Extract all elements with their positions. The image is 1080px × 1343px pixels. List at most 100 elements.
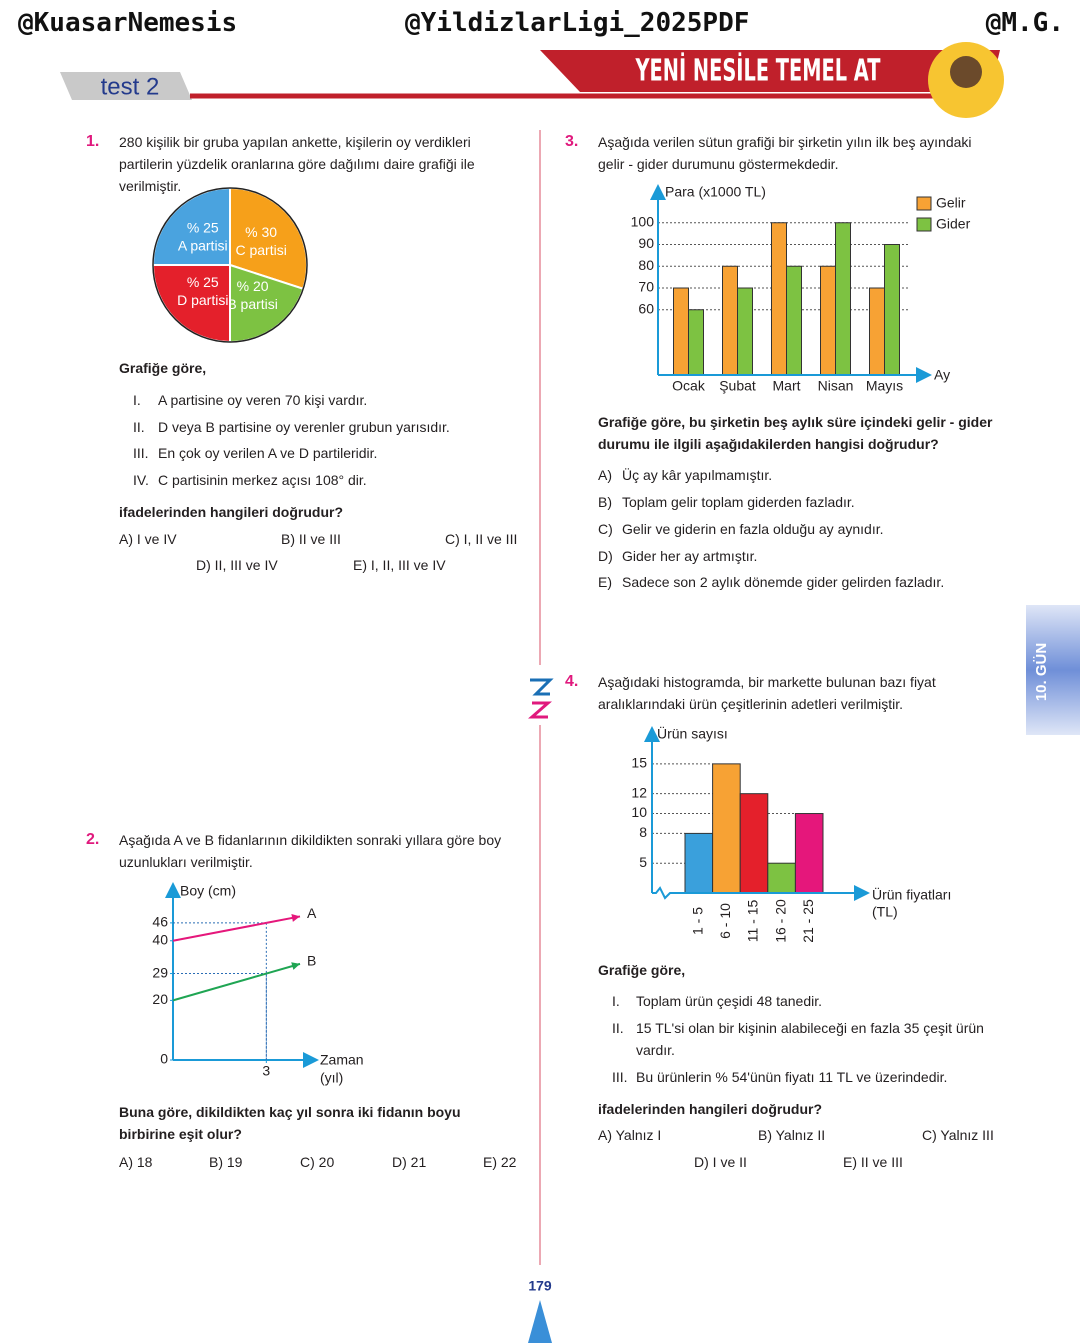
option-text: Üç ay kâr yapılmamıştır. xyxy=(622,467,773,483)
y-tick-label: 40 xyxy=(152,931,168,947)
y-tick-label: 10 xyxy=(631,804,647,820)
statement-text: Bu ürünlerin % 54'ünün fiyatı 11 TL ve ü… xyxy=(636,1069,948,1085)
bar xyxy=(722,265,738,376)
legend-swatch xyxy=(916,196,932,211)
histogram-bar xyxy=(794,813,824,894)
statement-number: IV. xyxy=(133,472,149,488)
option-text: Gelir ve giderin en fazla olduğu ay aynı… xyxy=(622,521,884,537)
y-axis-label: Boy (cm) xyxy=(180,883,236,899)
x-tick-label: 11 - 15 xyxy=(745,900,761,943)
series-label: A xyxy=(307,905,317,921)
y-tick-label: 60 xyxy=(638,300,654,316)
question-number: 2. xyxy=(86,831,100,848)
statement-number: III. xyxy=(133,445,149,461)
option: A) 18 xyxy=(119,1154,153,1170)
y-axis-label: Ürün sayısı xyxy=(657,725,728,742)
option: B) II ve III xyxy=(281,531,341,547)
day-tab xyxy=(1026,605,1080,735)
series-line xyxy=(172,921,267,942)
prompt: ifadelerinden hangileri doğrudur? xyxy=(119,504,344,520)
x-axis-label: Ürün fiyatları xyxy=(872,886,951,903)
y-tick-label: 12 xyxy=(631,784,647,800)
option-text: Toplam gelir toplam giderden fazladır. xyxy=(622,494,855,510)
series-line xyxy=(172,972,267,1002)
x-axis xyxy=(652,885,870,901)
option-letter: E) xyxy=(598,574,612,590)
lead: Grafiğe göre, xyxy=(598,962,686,978)
y-tick-label: 90 xyxy=(638,235,654,251)
question-text: Aşağıdaki histogramda, bir markette bulu… xyxy=(598,674,936,712)
bar xyxy=(688,309,704,376)
option-text: Gider her ay artmıştır. xyxy=(622,548,758,564)
y-tick-label: 70 xyxy=(638,279,654,295)
question-number: 4. xyxy=(565,673,579,690)
option: C) 20 xyxy=(300,1154,335,1170)
slice-label: D partisi xyxy=(177,292,228,308)
watermark: @KuasarNemesis xyxy=(18,8,238,38)
bar xyxy=(820,265,836,376)
slice-value-label: % 20 xyxy=(237,278,269,294)
slice-value-label: % 30 xyxy=(245,224,277,240)
option: E) I, II, III ve IV xyxy=(353,557,446,573)
question-text: 280 kişilik bir gruba yapılan ankette, k… xyxy=(119,134,475,194)
slice-value-label: % 25 xyxy=(187,219,219,235)
statement-text: C partisinin merkez açısı 108° dir. xyxy=(158,472,367,488)
option: C) Yalnız III xyxy=(922,1127,994,1143)
x-tick-label: Ocak xyxy=(672,378,706,394)
statement-text: Toplam ürün çeşidi 48 tanedir. xyxy=(636,993,822,1009)
statement-text: D veya B partisine oy verenler grubun ya… xyxy=(158,419,450,435)
watermark: @YildizlarLigi_2025PDF xyxy=(405,8,750,38)
statement-number: I. xyxy=(133,392,141,408)
question-number: 3. xyxy=(565,133,579,150)
y-tick-label: 15 xyxy=(631,755,647,771)
option: E) II ve III xyxy=(843,1154,903,1170)
pie-outline xyxy=(152,187,308,343)
option: C) I, II ve III xyxy=(445,531,518,547)
x-tick-label: Nisan xyxy=(818,378,854,394)
y-tick-label: 20 xyxy=(152,991,168,1007)
bar xyxy=(835,222,851,376)
logo xyxy=(530,678,554,696)
option-letter: A) xyxy=(598,467,612,483)
x-tick-label: Şubat xyxy=(719,378,756,394)
histogram-bar xyxy=(684,832,714,894)
option-letter: C) xyxy=(598,521,613,537)
legend-label: Gider xyxy=(936,216,971,232)
option: B) 19 xyxy=(209,1154,243,1170)
histogram-bar xyxy=(739,793,769,894)
test-tab xyxy=(60,72,192,100)
x-tick-label: 21 - 25 xyxy=(800,899,816,943)
legend-label: Gelir xyxy=(936,195,966,211)
series-arrowhead xyxy=(291,962,301,970)
y-tick-label: 100 xyxy=(631,213,655,229)
bar xyxy=(869,287,885,376)
statement-number: III. xyxy=(612,1069,628,1085)
avatar-face xyxy=(950,56,982,88)
logo xyxy=(528,701,552,719)
option-letter: B) xyxy=(598,494,612,510)
option-letter: D) xyxy=(598,548,613,564)
x-tick-label: Mart xyxy=(773,378,801,394)
legend-swatch xyxy=(916,217,932,232)
x-tick-label: 6 - 10 xyxy=(717,903,733,939)
test-label: test 2 xyxy=(101,73,160,100)
bar xyxy=(786,265,802,376)
x-tick-label: 16 - 20 xyxy=(772,899,788,943)
question-number: 1. xyxy=(86,133,100,150)
y-tick-label: 29 xyxy=(152,964,168,980)
x-axis-unit: (yıl) xyxy=(320,1070,343,1086)
slice-label: B partisi xyxy=(227,296,278,312)
x-tick-label: 1 - 5 xyxy=(690,907,706,935)
slice-value-label: % 25 xyxy=(187,274,219,290)
bar xyxy=(771,222,787,376)
option: D) 21 xyxy=(392,1154,427,1170)
day-tab-label: 10. GÜN xyxy=(1033,643,1050,701)
banner-title: YENİ NESİLE TEMEL AT xyxy=(635,53,881,89)
option: E) 22 xyxy=(483,1154,517,1170)
x-tick-label: Mayıs xyxy=(866,378,903,394)
histogram-bar xyxy=(712,763,741,894)
bar xyxy=(737,287,753,376)
statement-text: En çok oy verilen A ve D partileridir. xyxy=(158,445,378,461)
